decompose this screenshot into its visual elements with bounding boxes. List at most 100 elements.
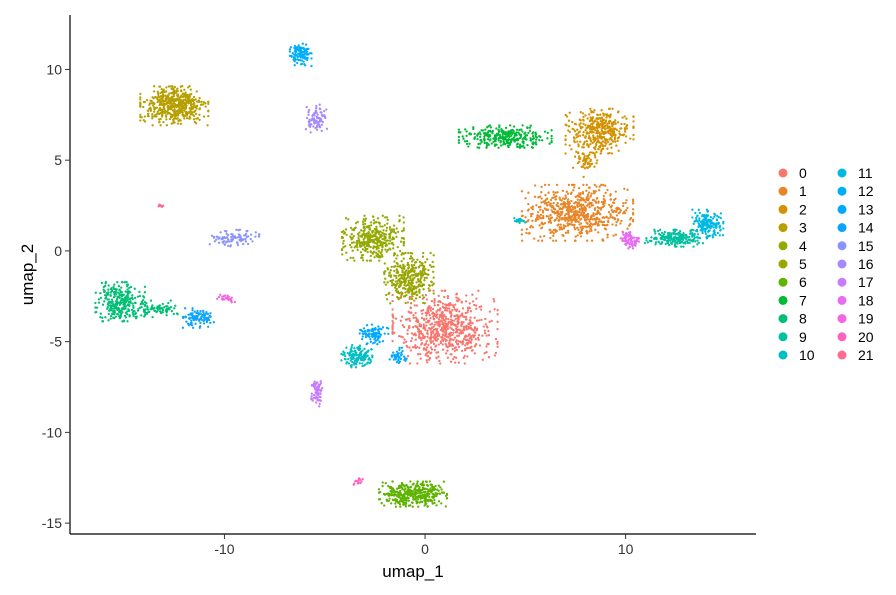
data-point xyxy=(425,298,429,301)
data-point xyxy=(606,147,609,150)
data-point xyxy=(400,493,404,497)
data-point xyxy=(407,499,410,502)
data-point xyxy=(296,55,299,58)
data-point xyxy=(441,333,445,337)
data-point xyxy=(709,215,712,219)
data-point xyxy=(536,214,539,217)
data-point xyxy=(469,324,472,327)
data-point xyxy=(574,220,577,223)
data-point xyxy=(376,217,380,220)
data-point xyxy=(485,142,488,145)
data-point xyxy=(549,216,553,219)
data-point xyxy=(619,222,622,225)
data-point xyxy=(554,191,557,194)
data-point xyxy=(587,113,591,116)
data-point xyxy=(590,225,593,228)
data-point xyxy=(449,303,452,306)
data-point xyxy=(121,307,125,310)
data-point xyxy=(719,212,723,215)
data-point xyxy=(177,119,180,123)
data-point xyxy=(380,250,383,254)
data-point xyxy=(567,231,570,234)
data-point xyxy=(391,293,394,297)
data-point xyxy=(480,305,483,308)
data-point xyxy=(465,335,468,338)
data-point xyxy=(550,134,553,138)
data-point xyxy=(412,285,415,288)
data-point xyxy=(461,307,465,310)
data-point xyxy=(191,98,195,101)
data-point xyxy=(394,505,398,508)
data-point xyxy=(528,129,532,132)
data-point xyxy=(384,277,387,280)
data-point xyxy=(147,109,150,113)
data-point xyxy=(606,223,609,227)
data-point xyxy=(595,117,598,120)
data-point xyxy=(616,121,620,124)
data-point xyxy=(426,309,429,312)
data-point xyxy=(563,239,567,242)
data-point xyxy=(303,62,306,66)
data-point xyxy=(444,342,447,346)
data-point xyxy=(494,351,498,355)
data-point xyxy=(429,309,432,312)
data-point xyxy=(441,330,444,333)
data-point xyxy=(450,313,453,317)
data-point xyxy=(408,317,411,320)
data-point xyxy=(577,210,580,214)
data-point xyxy=(298,46,301,49)
data-point xyxy=(579,230,582,234)
data-point xyxy=(496,313,499,316)
data-point xyxy=(207,110,210,113)
data-point xyxy=(404,487,407,490)
data-point xyxy=(116,308,120,311)
data-point xyxy=(394,317,398,320)
data-point xyxy=(583,199,586,202)
data-point xyxy=(495,127,498,130)
data-point xyxy=(394,280,397,283)
data-point xyxy=(624,141,627,144)
data-point xyxy=(112,285,115,289)
data-point xyxy=(187,86,190,89)
data-point xyxy=(159,112,162,115)
data-point xyxy=(598,185,601,188)
data-point xyxy=(527,219,530,222)
data-point xyxy=(609,114,612,117)
data-point xyxy=(579,196,583,199)
data-point xyxy=(397,334,401,338)
data-point xyxy=(497,130,501,133)
data-point xyxy=(538,134,541,138)
data-point xyxy=(473,352,476,355)
data-point xyxy=(432,493,435,496)
data-point xyxy=(426,273,430,276)
data-point xyxy=(416,345,419,349)
data-point xyxy=(590,216,593,219)
data-point xyxy=(588,119,592,122)
data-point xyxy=(602,183,605,187)
data-point xyxy=(590,239,594,242)
data-point xyxy=(383,224,386,227)
data-point xyxy=(580,206,583,209)
data-point xyxy=(428,284,432,288)
data-point xyxy=(564,225,567,228)
data-point xyxy=(427,287,430,290)
data-point xyxy=(597,201,600,204)
data-point xyxy=(374,228,377,231)
data-point xyxy=(361,337,364,341)
data-point xyxy=(483,141,486,145)
data-point xyxy=(107,319,110,322)
data-point xyxy=(413,276,416,279)
data-point xyxy=(411,295,414,298)
data-point xyxy=(141,302,145,305)
data-point xyxy=(194,109,197,112)
data-point xyxy=(468,302,471,305)
data-point xyxy=(584,114,587,117)
data-point xyxy=(396,290,400,293)
data-point xyxy=(565,115,569,118)
data-point xyxy=(142,295,145,298)
data-point xyxy=(443,331,446,334)
data-point xyxy=(588,134,591,138)
data-point xyxy=(573,228,577,231)
data-point xyxy=(391,313,394,317)
data-point xyxy=(478,319,481,322)
